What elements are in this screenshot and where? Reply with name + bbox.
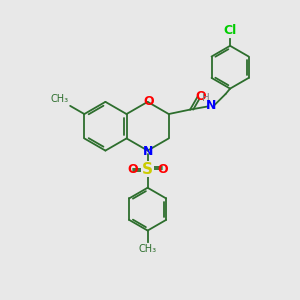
Text: CH₃: CH₃: [50, 94, 69, 104]
Text: O: O: [143, 95, 154, 108]
Text: H: H: [202, 93, 210, 103]
Text: CH₃: CH₃: [139, 244, 157, 254]
Text: O: O: [157, 163, 168, 176]
Text: N: N: [142, 145, 153, 158]
Text: Cl: Cl: [224, 25, 237, 38]
Text: O: O: [128, 163, 138, 176]
Text: N: N: [206, 99, 216, 112]
Text: S: S: [142, 161, 153, 176]
Text: O: O: [196, 90, 206, 103]
